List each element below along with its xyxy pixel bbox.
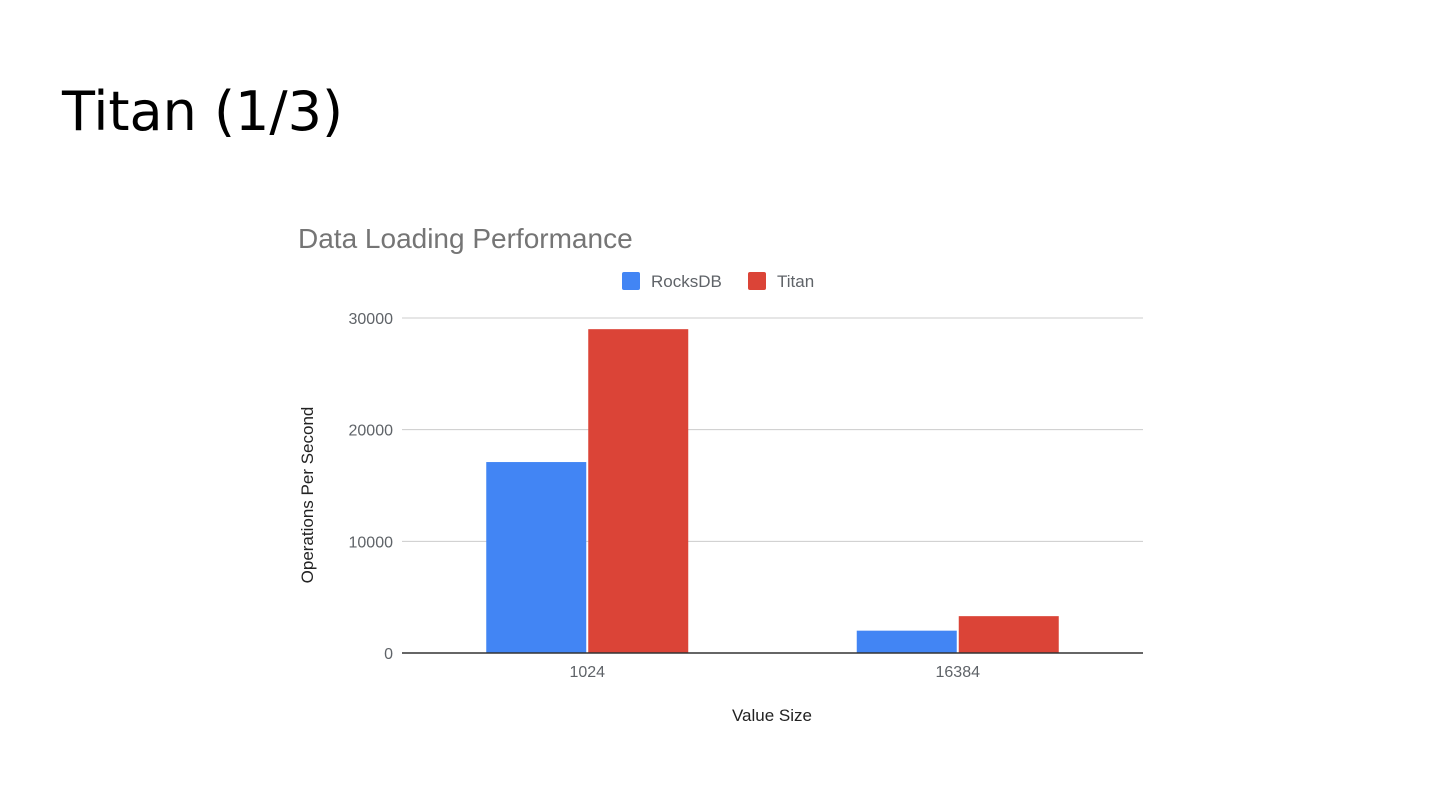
x-axis-label: Value Size — [732, 706, 812, 725]
bar-rocksdb-16384 — [856, 630, 957, 653]
x-tick-label: 1024 — [569, 664, 605, 681]
chart-bars — [486, 329, 1059, 653]
y-tick-label: 10000 — [349, 534, 394, 551]
chart-legend: RocksDB Titan — [622, 272, 814, 291]
y-tick-label: 30000 — [349, 311, 394, 328]
legend-label-rocksdb: RocksDB — [651, 272, 722, 291]
legend-swatch-rocksdb — [622, 272, 640, 290]
x-tick-label: 16384 — [936, 664, 981, 681]
bar-titan-16384 — [958, 616, 1059, 653]
y-tick-label: 20000 — [349, 423, 394, 440]
x-axis-ticks: 1024 16384 — [402, 652, 1143, 681]
y-tick-label: 0 — [384, 646, 393, 663]
legend-swatch-titan — [748, 272, 766, 290]
y-axis-ticks: 0 10000 20000 30000 — [349, 311, 394, 663]
chart-title: Data Loading Performance — [298, 223, 633, 254]
bar-rocksdb-1024 — [486, 462, 587, 653]
bar-titan-1024 — [588, 329, 689, 653]
slide-title: Titan (1/3) — [62, 80, 344, 143]
legend-label-titan: Titan — [777, 272, 814, 291]
y-axis-label: Operations Per Second — [298, 407, 317, 584]
